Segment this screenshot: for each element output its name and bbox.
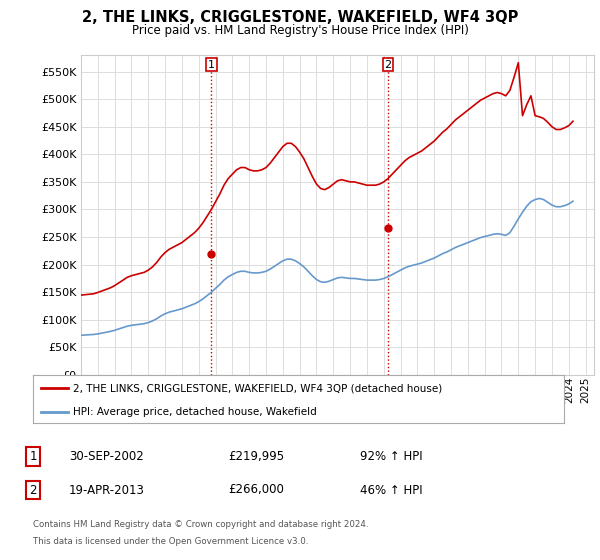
Text: 1: 1 xyxy=(208,60,215,70)
Text: £266,000: £266,000 xyxy=(228,483,284,497)
Text: 2: 2 xyxy=(29,483,37,497)
Text: 2, THE LINKS, CRIGGLESTONE, WAKEFIELD, WF4 3QP (detached house): 2, THE LINKS, CRIGGLESTONE, WAKEFIELD, W… xyxy=(73,383,442,393)
Text: Contains HM Land Registry data © Crown copyright and database right 2024.: Contains HM Land Registry data © Crown c… xyxy=(33,520,368,529)
Text: 46% ↑ HPI: 46% ↑ HPI xyxy=(360,483,422,497)
Text: Price paid vs. HM Land Registry's House Price Index (HPI): Price paid vs. HM Land Registry's House … xyxy=(131,24,469,36)
Text: 92% ↑ HPI: 92% ↑ HPI xyxy=(360,450,422,463)
Text: 19-APR-2013: 19-APR-2013 xyxy=(69,483,145,497)
Text: HPI: Average price, detached house, Wakefield: HPI: Average price, detached house, Wake… xyxy=(73,407,317,417)
Text: 2: 2 xyxy=(385,60,392,70)
Text: 1: 1 xyxy=(29,450,37,463)
Text: 2, THE LINKS, CRIGGLESTONE, WAKEFIELD, WF4 3QP: 2, THE LINKS, CRIGGLESTONE, WAKEFIELD, W… xyxy=(82,10,518,25)
Text: 30-SEP-2002: 30-SEP-2002 xyxy=(69,450,144,463)
Text: This data is licensed under the Open Government Licence v3.0.: This data is licensed under the Open Gov… xyxy=(33,537,308,546)
Text: £219,995: £219,995 xyxy=(228,450,284,463)
